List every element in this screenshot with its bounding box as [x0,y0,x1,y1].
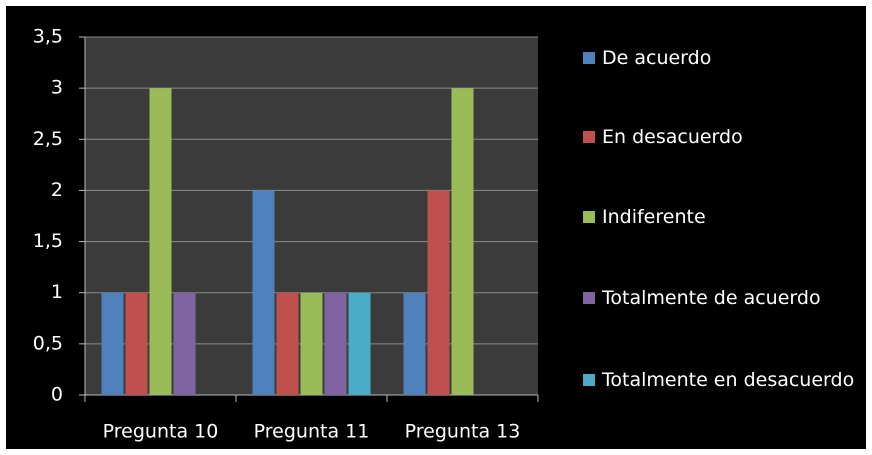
x-tick-label: Pregunta 10 [103,421,219,443]
y-tick-label: 1 [51,281,63,303]
legend-label: Totalmente en desacuerdo [602,369,855,391]
bar [324,292,347,395]
bar [403,292,426,395]
legend-label: En desacuerdo [602,126,743,148]
y-tick-label: 0,5 [33,332,63,354]
y-tick-label: 0 [51,384,63,406]
bar [149,88,172,396]
legend-marker [583,374,595,386]
legend-marker [583,52,595,64]
legend-label: De acuerdo [602,47,712,69]
y-tick-label: 3,5 [33,26,63,48]
bar [276,292,299,395]
bar [427,190,450,395]
bar [173,292,196,395]
legend-marker [583,211,595,223]
legend-label: Indiferente [602,206,706,228]
y-tick-label: 2 [51,179,63,201]
bar [125,292,148,395]
x-tick-label: Pregunta 13 [405,421,521,443]
bar [300,292,323,395]
legend-marker [583,131,595,143]
y-tick-label: 3 [51,77,63,99]
legend-marker [583,292,595,304]
y-tick-label: 2,5 [33,128,63,150]
bar [451,88,474,396]
bar [348,292,371,395]
y-tick-label: 1,5 [33,230,63,252]
bar [252,190,275,395]
x-tick-label: Pregunta 11 [254,421,370,443]
legend-label: Totalmente de acuerdo [602,287,821,309]
bar [101,292,124,395]
